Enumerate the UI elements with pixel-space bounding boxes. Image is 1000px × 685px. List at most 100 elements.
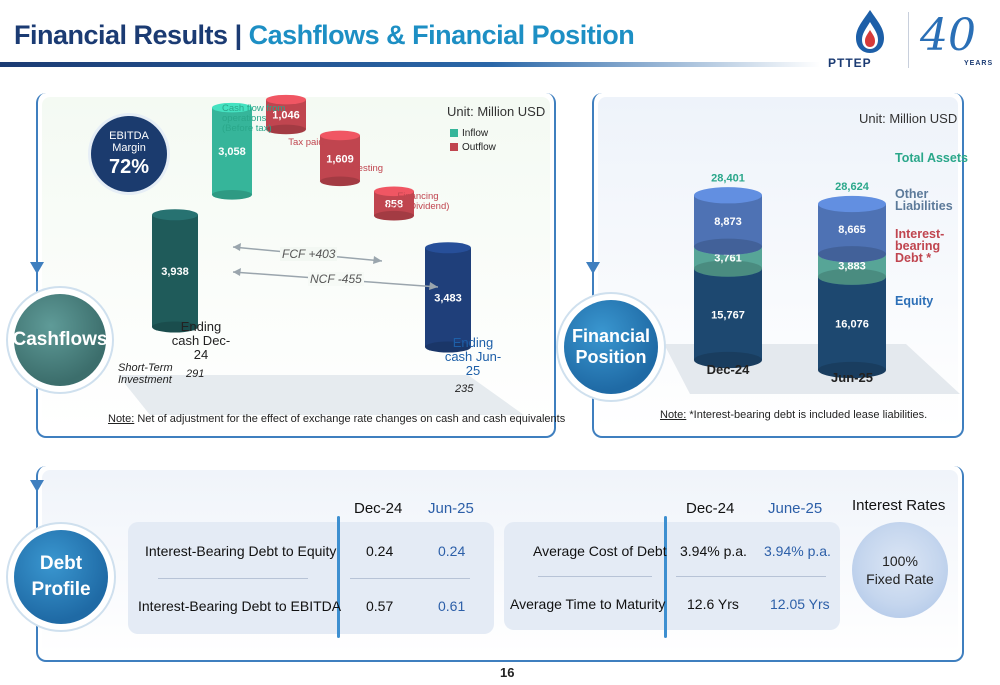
- cf-bar-value-2: 1,046: [272, 110, 300, 122]
- average-cost-of-debt-label: Average Cost of Debt: [533, 543, 667, 559]
- ratio-dec-debt-to-equity: 0.24: [366, 543, 394, 559]
- fp-series-label-3: Equity: [895, 294, 933, 308]
- cashflows-unit: Unit: Million USD: [447, 104, 546, 119]
- ratio-label-debt-to-equity: Interest-Bearing Debt to Equity: [145, 543, 337, 559]
- pttep-flame-icon: [856, 10, 884, 53]
- fp-value-1-0: 16,076: [835, 318, 869, 330]
- ratio-dec-debt-to-ebitda: 0.57: [366, 598, 394, 614]
- ratio-jun-debt-to-equity: 0.24: [438, 543, 466, 559]
- ncf-label: NCF -455: [308, 272, 364, 286]
- cashflows-badge-label: Cashflows: [12, 329, 108, 350]
- average-time-to-maturity-jun: 12.05 Yrs: [770, 596, 830, 612]
- short-term-investment-label: Short-Term Investment: [118, 362, 173, 386]
- logo-divider: [908, 12, 909, 68]
- fcf-arrowhead-right: [373, 256, 382, 264]
- debt-profile-arrow: [30, 480, 44, 492]
- ratios-row-separator-right: [350, 578, 470, 579]
- ebitda-margin-label: EBITDA Margin: [109, 130, 149, 154]
- average-cost-of-debt-jun: 3.94% p.a.: [764, 543, 831, 559]
- fp-category-1: Jun-25: [831, 370, 873, 385]
- sti-dec-value: 291: [186, 368, 205, 380]
- average-time-to-maturity-dec: 12.6 Yrs: [687, 596, 739, 612]
- financial-position-badge-label: Financial Position: [571, 326, 651, 367]
- legend-label-outflow: Outflow: [462, 141, 496, 153]
- fp-value-0-2: 8,873: [714, 216, 742, 228]
- page-number: 16: [500, 665, 515, 680]
- fp-value-1-2: 8,665: [838, 224, 866, 236]
- cashflows-note: Note: Net of adjustment for the effect o…: [108, 413, 565, 425]
- fp-series-label-0: Total Assets: [895, 151, 968, 165]
- financial-position-chart: 15,767 3,761 8,873 28,401 Dec-24 16,076 3,883 8…: [664, 151, 968, 394]
- ratio-jun-debt-to-ebitda: 0.61: [438, 598, 466, 614]
- cf-bar-value-5: 3,483: [434, 292, 462, 304]
- cashflows-note-prefix: Note:: [108, 413, 135, 425]
- title-part-1: Financial Results |: [14, 20, 249, 50]
- title-underline: [0, 62, 820, 67]
- anniversary-label: YEARS: [964, 60, 994, 67]
- legend-swatch-outflow: [450, 143, 458, 151]
- debt-profile-badge-label: Debt Profile: [31, 553, 91, 600]
- legend-swatch-inflow: [450, 129, 458, 137]
- interest-rates-title: Interest Rates: [852, 497, 946, 514]
- ratios-divider: [337, 516, 340, 638]
- cf-category-4: Financing (incl. Dividend): [387, 191, 450, 212]
- chart-floor: [118, 375, 524, 415]
- ending-cash-dec-label: Ending cash Dec-24: [171, 319, 231, 362]
- financial-position-arrow: [586, 262, 600, 274]
- fp-total-0: 28,401: [711, 172, 745, 184]
- financial-position-section-badge: Financial Position: [564, 300, 658, 394]
- ratios-row-separator-left: [158, 578, 308, 579]
- fixed-rate-label: 100% Fixed Rate: [866, 553, 934, 587]
- cf-bar-0: [152, 209, 198, 333]
- ebitda-margin-value: 72%: [108, 156, 150, 178]
- legend-item-inflow: Inflow: [450, 126, 496, 140]
- fp-series-label-2: Interest-bearing Debt *: [895, 227, 944, 265]
- fp-value-0-1: 3,761: [714, 253, 742, 265]
- fp-value-0-0: 15,767: [711, 309, 745, 321]
- ending-cash-jun-label: Ending cash Jun-25: [444, 335, 502, 378]
- ebitda-margin-badge: EBITDA Margin 72%: [91, 116, 167, 192]
- sti-jun-value: 235: [455, 383, 474, 395]
- cf-bar-value-0: 3,938: [161, 266, 189, 278]
- cashflow-waterfall-chart: 3,938 3,058 1,046 1,609 858 3,483 Cash flow f…: [118, 94, 524, 415]
- cashflows-section-badge: Cashflows: [12, 294, 108, 386]
- company-logo: PTTEP 40 YEARS: [828, 8, 998, 70]
- fcf-arrowhead-left: [233, 243, 241, 251]
- cf-bar-value-4: 858: [385, 199, 403, 211]
- cashflows-note-text: Net of adjustment for the effect of exch…: [137, 413, 566, 425]
- cf-bar-4: [374, 186, 414, 221]
- cost-header-jun: June-25: [768, 500, 823, 517]
- legend-item-outflow: Outflow: [450, 140, 496, 154]
- cf-bar-1: [212, 102, 252, 200]
- page-title: Financial Results | Cashflows & Financia…: [14, 20, 635, 51]
- ncf-arrowhead-left: [233, 268, 241, 276]
- cashflows-legend: Inflow Outflow: [450, 126, 496, 154]
- cost-row-separator-left: [538, 576, 652, 577]
- cf-category-2: Tax paid: [288, 137, 323, 148]
- cost-row-separator-right: [676, 576, 826, 577]
- average-cost-of-debt-dec: 3.94% p.a.: [680, 543, 747, 559]
- cf-bar-5: [425, 242, 471, 353]
- ratio-label-debt-to-ebitda: Interest-Bearing Debt to EBITDA: [138, 598, 342, 614]
- ratios-header-dec: Dec-24: [354, 500, 403, 517]
- fp-note-text: *Interest-bearing debt is included lease…: [689, 409, 928, 421]
- fp-value-1-1: 3,883: [838, 260, 866, 272]
- average-time-to-maturity-label: Average Time to Maturity: [510, 596, 666, 612]
- anniversary-number: 40: [920, 10, 976, 61]
- ratios-header-jun: Jun-25: [428, 500, 474, 517]
- fp-bar-1-seg-0: [818, 268, 886, 379]
- financial-position-unit: Unit: Million USD: [859, 111, 958, 126]
- cf-bar-value-1: 3,058: [218, 146, 246, 158]
- fp-bar-0-seg-2: [694, 187, 762, 255]
- cf-category-3: Investing: [345, 163, 383, 174]
- cost-divider: [664, 516, 667, 638]
- cf-bar-value-3: 1,609: [326, 153, 354, 165]
- cost-header-dec: Dec-24: [686, 500, 735, 517]
- fp-series-label-1: Other Liabilities: [895, 187, 953, 213]
- fp-note-prefix: Note:: [660, 409, 687, 421]
- cf-bar-2: [266, 94, 306, 135]
- cashflows-arrow: [30, 262, 44, 274]
- debt-profile-section-badge: Debt Profile: [14, 530, 108, 624]
- fcf-label: FCF +403: [280, 247, 338, 261]
- fp-total-1: 28,624: [835, 181, 870, 193]
